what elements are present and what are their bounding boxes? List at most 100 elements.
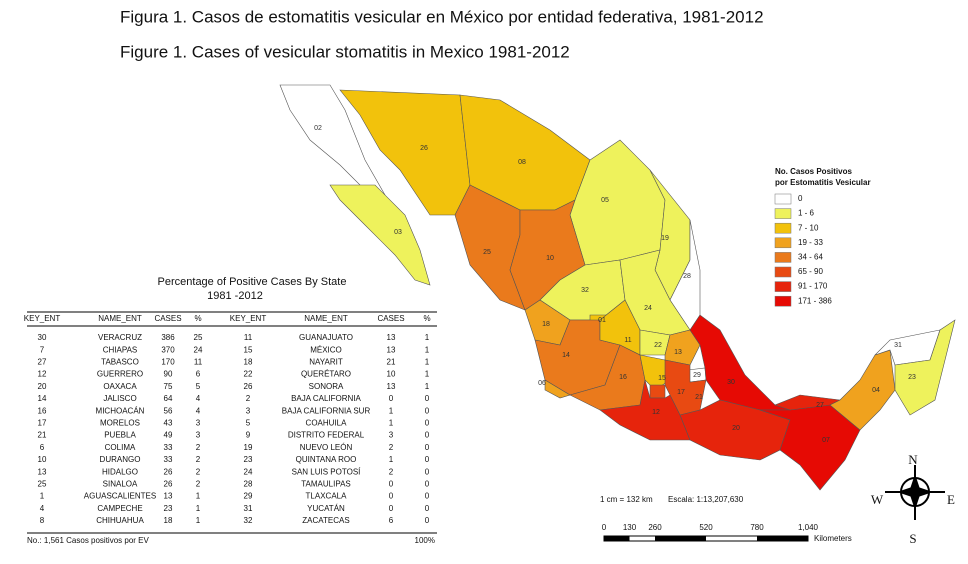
table-cell: 6	[389, 516, 394, 525]
table-cell: GUANAJUATO	[299, 333, 353, 342]
table-cell: 0	[425, 480, 430, 489]
table-cell: HIDALGO	[102, 467, 138, 476]
table-cell: 13	[387, 382, 396, 391]
state-key: 12	[652, 409, 660, 416]
table-cell: CAMPECHE	[97, 504, 142, 513]
state	[649, 384, 666, 399]
table-cell: 26	[244, 382, 253, 391]
table-cell: 1	[425, 370, 430, 379]
scale-bar-segment	[757, 536, 808, 541]
state	[599, 379, 691, 441]
table-footer-total: 100%	[415, 536, 435, 545]
table-cell: 20	[38, 382, 47, 391]
table-cell: DURANGO	[100, 455, 141, 464]
table-cell: 23	[244, 455, 253, 464]
table-title: Percentage of Positive Cases By State	[158, 276, 347, 288]
table-cell: 16	[38, 406, 47, 415]
table-cell: 24	[244, 467, 253, 476]
table-cell: 5	[246, 419, 251, 428]
table-cell: 18	[164, 516, 173, 525]
column-header: KEY_ENT	[24, 314, 61, 323]
table-cell: 1	[425, 382, 430, 391]
table-cell: QUERÉTARO	[301, 370, 351, 379]
table-cell: PUEBLA	[104, 431, 136, 440]
state-key: 23	[908, 374, 916, 381]
table-cell: 2	[389, 467, 394, 476]
table-cell: 8	[40, 516, 45, 525]
state-key: 05	[601, 197, 609, 204]
table-cell: 13	[387, 333, 396, 342]
state-key: 08	[518, 159, 526, 166]
table-cell: 28	[244, 480, 253, 489]
state-key: 19	[661, 235, 669, 242]
legend-swatch	[774, 295, 792, 307]
table-cell: 10	[387, 370, 396, 379]
table-cell: 1	[389, 406, 394, 415]
state-key: 15	[658, 375, 666, 382]
legend-swatch	[774, 222, 792, 234]
state-key: 13	[674, 349, 682, 356]
table-subtitle: 1981 -2012	[207, 290, 263, 302]
table-cell: GUERRERO	[97, 370, 143, 379]
table-cell: 21	[387, 358, 396, 367]
table-cell: 0	[425, 455, 430, 464]
table-cell: 11	[244, 333, 253, 342]
state-key: 25	[483, 249, 491, 256]
state	[689, 314, 791, 411]
table-cell: NUEVO LEÓN	[300, 443, 353, 452]
table-cell: COLIMA	[105, 443, 136, 452]
state	[894, 319, 956, 416]
state-key: 07	[822, 437, 830, 444]
table-cell: 5	[196, 382, 201, 391]
table-cell: DISTRITO FEDERAL	[288, 431, 365, 440]
scale-tick: 520	[699, 523, 713, 532]
state-key: 31	[894, 342, 902, 349]
legend-swatch	[774, 237, 792, 249]
table-cell: 2	[246, 394, 251, 403]
legend: 0 1 - 6 7 - 10 19 - 33 34 - 64 65 - 90 91 - 17…	[774, 193, 832, 307]
table-cell: QUINTANA ROO	[296, 455, 357, 464]
table-footer: No.: 1,561 Casos positivos por EV	[27, 536, 150, 545]
table-cell: 0	[425, 516, 430, 525]
table-cell: 18	[244, 358, 253, 367]
table-cell: 24	[194, 345, 203, 354]
table-cell: MICHOACÁN	[96, 406, 145, 415]
legend-title: por Estomatitis Vesicular	[775, 178, 871, 187]
table-cell: 0	[425, 419, 430, 428]
state-key: 22	[654, 342, 662, 349]
state-key: 10	[546, 255, 554, 262]
compass-e: E	[947, 492, 955, 507]
table-cell: OAXACA	[103, 382, 137, 391]
table-cell: 0	[425, 443, 430, 452]
compass-n: N	[908, 452, 918, 467]
scale-tick: 260	[648, 523, 662, 532]
column-header: %	[194, 314, 201, 323]
state	[329, 184, 431, 286]
legend-title: No. Casos Positivos	[775, 167, 852, 176]
table-cell: 49	[164, 431, 173, 440]
scale-text: Escala: 1:13,207,630	[668, 495, 744, 504]
table-cell: COAHUILA	[306, 419, 348, 428]
table-cell: YUCATÁN	[307, 504, 345, 513]
table-cell: 75	[164, 382, 173, 391]
table-cell: 1	[425, 333, 430, 342]
table-cell: 0	[425, 406, 430, 415]
state-key: 27	[816, 402, 824, 409]
table-cell: 90	[164, 370, 173, 379]
legend-label: 1 - 6	[798, 209, 815, 218]
legend-label: 7 - 10	[798, 223, 819, 232]
table-cell: 32	[244, 516, 253, 525]
table-cell: 2	[196, 467, 201, 476]
table-cell: 386	[161, 333, 175, 342]
table-cell: 33	[164, 443, 173, 452]
scale-ratio: 1 cm = 132 km	[600, 495, 653, 504]
compass: N S E W	[871, 452, 955, 546]
table-cell: 29	[244, 492, 253, 501]
table-cell: 0	[425, 431, 430, 440]
column-header: NAME_ENT	[304, 314, 348, 323]
state-key: 20	[732, 425, 740, 432]
legend-label: 171 - 386	[798, 296, 832, 305]
table-cell: AGUASCALIENTES	[84, 492, 156, 501]
legend-label: 0	[798, 194, 803, 203]
table-cell: 13	[164, 492, 173, 501]
